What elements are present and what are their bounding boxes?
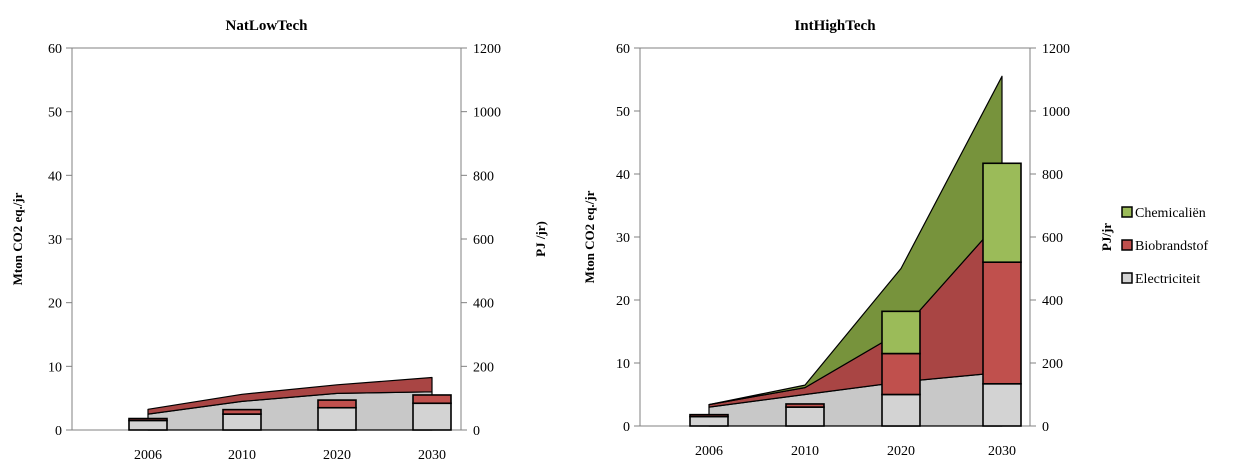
y2-tick-label: 800 [1042, 168, 1063, 183]
y-tick-label: 20 [48, 297, 62, 312]
bar-biobrandstof-2006 [128, 417, 168, 422]
legend-swatch-biobrandstof [1121, 239, 1133, 251]
y-axis-label: Mton CO2 eq./jr [10, 192, 25, 285]
bar-electriciteit-2006 [689, 415, 729, 427]
chart-title: NatLowTech [226, 18, 309, 34]
area-biobrandstof [147, 376, 433, 415]
y2-tick-label: 800 [473, 169, 494, 184]
bar-electriciteit-2020 [317, 406, 357, 431]
y2-tick-label: 1200 [473, 42, 501, 57]
x-tick-label: 2020 [323, 448, 351, 463]
bar-chemicaliën-2020 [881, 310, 921, 355]
x-tick-label: 2006 [134, 448, 162, 463]
y2-axis-label: PJ/jr [1099, 223, 1114, 251]
x-tick-label: 2020 [887, 444, 915, 459]
plot-frame [71, 47, 462, 431]
area-chemicaliën [708, 75, 1003, 406]
x-tick-label: 2010 [228, 448, 256, 463]
y-tick-label: 10 [616, 357, 630, 372]
legend: Chemicaliën Biobrandstof Electriciteit [1121, 206, 1208, 287]
y-axis-label: Mton CO2 eq./jr [582, 190, 597, 283]
bar-electriciteit-2030 [412, 402, 452, 431]
bar-biobrandstof-2006 [689, 413, 729, 418]
y-tick-label: 30 [616, 231, 630, 246]
legend-label-electriciteit: Electriciteit [1135, 272, 1200, 287]
legend-label-chemicaliën: Chemicaliën [1135, 206, 1206, 221]
bar-biobrandstof-2010 [785, 403, 825, 408]
legend-swatch-electriciteit [1121, 272, 1133, 284]
y2-tick-label: 600 [473, 233, 494, 248]
y2-tick-label: 400 [1042, 294, 1063, 309]
y2-tick-label: 200 [1042, 357, 1063, 372]
y-tick-label: 60 [48, 42, 62, 57]
y-tick-label: 60 [616, 42, 630, 57]
x-tick-label: 2010 [791, 444, 819, 459]
y2-tick-label: 1000 [1042, 105, 1070, 120]
legend-label-biobrandstof: Biobrandstof [1135, 239, 1208, 254]
bar-electriciteit-2030 [982, 382, 1022, 427]
bar-chemicaliën-2030 [982, 162, 1022, 263]
bar-biobrandstof-2020 [881, 352, 921, 396]
y2-tick-label: 1000 [473, 106, 501, 121]
bar-biobrandstof-2030 [412, 394, 452, 405]
bar-electriciteit-2020 [881, 393, 921, 427]
bar-electriciteit-2010 [222, 413, 262, 431]
y-tick-label: 0 [55, 424, 62, 439]
bar-biobrandstof-2020 [317, 399, 357, 409]
y-tick-label: 10 [48, 360, 62, 375]
bar-electriciteit-2010 [785, 406, 825, 427]
y2-tick-label: 0 [473, 424, 480, 439]
chart-title: IntHighTech [794, 18, 876, 34]
y-tick-label: 40 [48, 169, 62, 184]
x-tick-label: 2006 [695, 444, 723, 459]
y2-axis-label: PJ /jr) [533, 221, 548, 257]
legend-swatch-chemicaliën [1121, 206, 1133, 218]
x-tick-label: 2030 [418, 448, 446, 463]
y-tick-label: 30 [48, 233, 62, 248]
bar-biobrandstof-2030 [982, 261, 1022, 385]
bar-electriciteit-2006 [128, 419, 168, 431]
y-tick-label: 50 [616, 105, 630, 120]
y2-tick-label: 1200 [1042, 42, 1070, 57]
y2-tick-label: 200 [473, 360, 494, 375]
y2-tick-label: 600 [1042, 231, 1063, 246]
bar-biobrandstof-2010 [222, 408, 262, 415]
x-tick-label: 2030 [988, 444, 1016, 459]
y2-tick-label: 400 [473, 297, 494, 312]
y-tick-label: 20 [616, 294, 630, 309]
y2-tick-label: 0 [1042, 420, 1049, 435]
y-tick-label: 0 [623, 420, 630, 435]
y-tick-label: 40 [616, 168, 630, 183]
y-tick-label: 50 [48, 106, 62, 121]
